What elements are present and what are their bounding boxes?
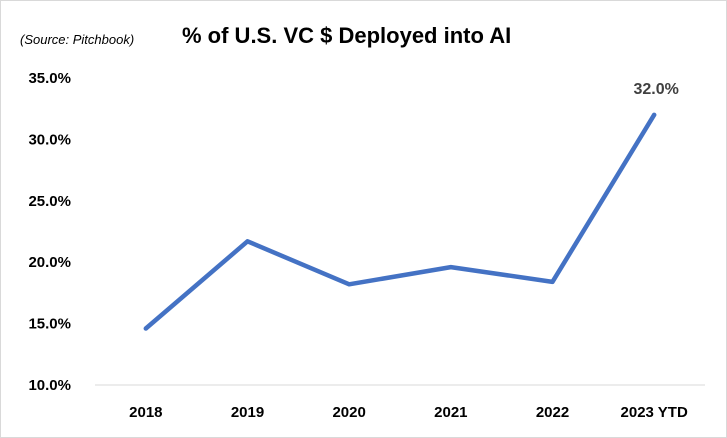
x-tick-label: 2023 YTD: [621, 404, 688, 421]
x-tick-label: 2020: [332, 404, 365, 421]
data-point: [550, 279, 555, 284]
data-point: [143, 326, 148, 331]
x-axis-ticks: 2018 2019 2020 2021 2022 2023 YTD: [129, 404, 688, 421]
data-label: 32.0%: [633, 81, 678, 98]
y-tick-label: 30.0%: [28, 131, 71, 148]
series-line: [143, 112, 657, 331]
y-axis-ticks: 10.0% 15.0% 20.0% 25.0% 30.0% 35.0%: [28, 70, 71, 394]
data-point: [448, 265, 453, 270]
data-point: [245, 239, 250, 244]
data-point: [652, 112, 657, 117]
y-tick-label: 35.0%: [28, 70, 71, 87]
y-tick-label: 10.0%: [28, 377, 71, 394]
data-labels: 32.0%: [633, 81, 678, 98]
x-tick-label: 2018: [129, 404, 162, 421]
data-point: [347, 282, 352, 287]
x-tick-label: 2022: [536, 404, 569, 421]
series-group: [143, 112, 657, 331]
y-tick-label: 15.0%: [28, 316, 71, 333]
y-tick-label: 25.0%: [28, 193, 71, 210]
y-tick-label: 20.0%: [28, 254, 71, 271]
source-note: (Source: Pitchbook): [20, 32, 135, 47]
x-tick-label: 2021: [434, 404, 467, 421]
x-tick-label: 2019: [231, 404, 264, 421]
chart-title: % of U.S. VC $ Deployed into AI: [182, 23, 512, 48]
